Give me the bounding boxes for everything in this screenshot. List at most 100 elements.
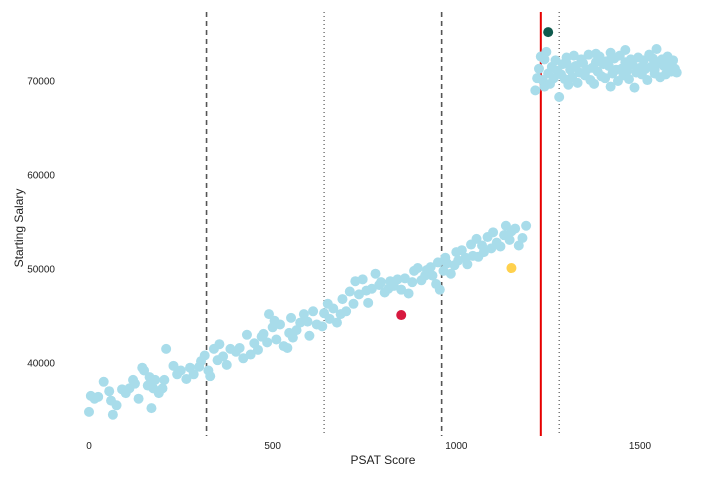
data-point	[93, 391, 104, 402]
data-point	[572, 77, 583, 88]
data-point	[427, 270, 438, 281]
data-point	[146, 403, 157, 414]
data-point	[287, 332, 298, 343]
data-point	[488, 227, 499, 238]
data-point	[133, 393, 144, 404]
data-point	[295, 317, 306, 328]
y-axis-title: Starting Salary	[12, 189, 26, 268]
data-point	[495, 241, 506, 252]
data-point	[111, 400, 122, 411]
data-point	[623, 74, 634, 85]
highlight-point	[543, 27, 554, 38]
data-point	[530, 85, 541, 96]
data-point	[304, 330, 315, 341]
data-point	[199, 350, 210, 361]
data-point	[175, 365, 186, 376]
data-point	[462, 259, 473, 270]
data-point	[533, 63, 544, 74]
data-point	[510, 223, 521, 234]
data-point	[396, 284, 407, 295]
x-axis-ticks: 0 500 1000 1500	[86, 441, 651, 452]
data-point	[218, 351, 229, 362]
data-point	[188, 369, 199, 380]
y-tick-label: 60000	[27, 171, 55, 182]
data-point	[263, 309, 274, 320]
data-point	[412, 263, 423, 274]
data-point	[234, 342, 245, 353]
data-point	[541, 46, 552, 57]
data-point	[84, 406, 94, 417]
data-point	[399, 273, 410, 284]
data-point	[98, 376, 109, 387]
data-point	[129, 378, 140, 389]
data-point	[275, 319, 286, 330]
data-point	[445, 268, 456, 279]
x-axis-title: PSAT Score	[351, 453, 416, 467]
data-point	[298, 309, 309, 320]
data-point	[471, 233, 482, 244]
data-point	[205, 371, 216, 382]
data-point	[331, 317, 342, 328]
data-point	[357, 274, 368, 285]
data-point	[150, 374, 161, 385]
data-point	[550, 55, 561, 66]
data-point	[513, 240, 524, 251]
data-point	[245, 349, 256, 360]
data-point	[548, 73, 559, 84]
data-point	[302, 316, 313, 327]
data-point	[363, 297, 374, 308]
data-point	[478, 247, 489, 258]
data-point	[651, 44, 662, 55]
data-point	[603, 60, 614, 71]
data-point	[370, 268, 381, 279]
data-point	[157, 383, 168, 394]
data-point	[649, 64, 660, 75]
data-point	[456, 245, 467, 256]
data-point	[221, 359, 232, 370]
data-point	[348, 298, 359, 309]
data-point	[271, 334, 282, 345]
data-point	[407, 277, 418, 288]
x-tick-label: 500	[264, 441, 281, 452]
data-point	[214, 339, 225, 350]
data-point	[434, 284, 445, 295]
data-point	[262, 337, 273, 348]
data-point	[425, 262, 436, 273]
data-point	[583, 49, 594, 60]
y-tick-label: 50000	[27, 265, 55, 276]
data-point	[139, 365, 150, 376]
x-tick-label: 0	[86, 441, 92, 452]
highlight-points	[396, 27, 554, 321]
data-point	[403, 288, 414, 299]
data-point	[629, 82, 640, 93]
data-point	[620, 44, 631, 55]
data-point	[432, 257, 443, 268]
data-point	[590, 48, 601, 59]
data-point	[668, 55, 679, 66]
y-tick-label: 70000	[27, 77, 55, 88]
data-point	[241, 329, 252, 340]
data-point	[238, 353, 249, 364]
data-point	[589, 78, 600, 89]
x-tick-label: 1500	[629, 441, 652, 452]
data-point	[563, 79, 574, 90]
x-tick-label: 1000	[445, 441, 468, 452]
data-point	[107, 409, 118, 420]
data-point	[282, 342, 293, 353]
data-point	[341, 306, 352, 317]
data-point	[504, 234, 515, 245]
data-point	[308, 306, 319, 317]
highlight-point	[396, 310, 407, 321]
data-point	[181, 373, 192, 384]
data-point	[366, 283, 377, 294]
data-point	[328, 303, 339, 314]
data-point	[521, 220, 532, 231]
data-point	[353, 289, 364, 300]
y-tick-label: 40000	[27, 359, 55, 370]
data-point	[600, 73, 611, 84]
data-point	[561, 58, 572, 69]
data-point	[159, 374, 170, 385]
data-point	[286, 312, 297, 323]
data-point	[168, 360, 179, 371]
